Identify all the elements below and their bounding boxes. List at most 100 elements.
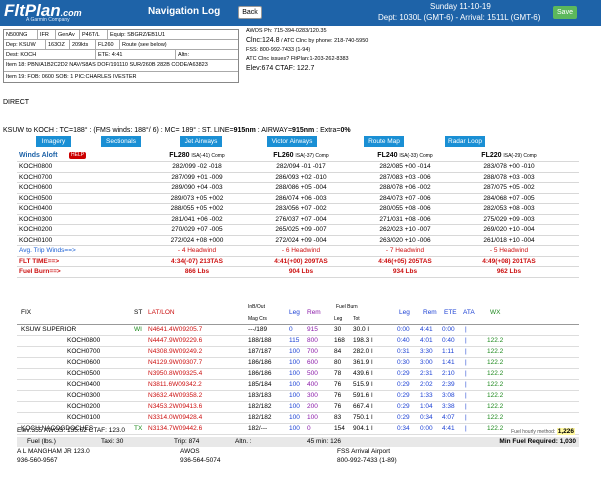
wind-value: 283/056 +07 -002 bbox=[275, 205, 327, 212]
log-cell-latlon: N3134.7W09442.6 bbox=[148, 425, 203, 432]
fix-name: KOCH0200 bbox=[67, 403, 101, 410]
log-cell-rem: 200 bbox=[307, 403, 318, 410]
destination-airport: Dest: KOCH bbox=[4, 50, 96, 59]
log-cell-ata: | bbox=[465, 403, 467, 410]
log-cell-tleg: 0:29 bbox=[397, 403, 410, 410]
route-summary: KSUW to KOCH : TC=188° : (FMS winds: 188… bbox=[3, 127, 351, 134]
altitude-header[interactable]: FL260 ISA(-37) Comp bbox=[273, 152, 329, 159]
wind-value: 284/073 +07 -006 bbox=[379, 194, 431, 202]
log-cell-trem: 4:01 bbox=[420, 337, 433, 344]
log-cell-tleg: 0:34 bbox=[397, 425, 410, 432]
taxi-fuel: Taxi: 30 bbox=[101, 438, 124, 445]
fss-phone: FSS: 800-992-7433 (1-94) bbox=[246, 47, 311, 53]
nav-log-row: KOCH0600 N4129.9W09307.7 186/186 100 600 80 36… bbox=[17, 358, 579, 369]
wind-value: 288/055 +05 +002 bbox=[170, 205, 224, 212]
log-cell-fleg: 76 bbox=[334, 392, 342, 399]
save-button[interactable]: Save bbox=[553, 6, 577, 19]
flight-type: GenAv bbox=[56, 30, 80, 39]
log-cell-trem: 2:31 bbox=[420, 370, 433, 377]
page-title: Navigation Log bbox=[148, 6, 221, 17]
log-cell-wx: 122.2 bbox=[487, 337, 504, 344]
arrival-elev-awos-ctaf: Elev:355 AWOS: 135.62 CTAF: 123.0 bbox=[17, 427, 126, 434]
fix-name: KOCH0600 bbox=[67, 359, 101, 366]
fix-name: KOCH0100 bbox=[67, 414, 101, 421]
log-cell-wx: 122.2 bbox=[487, 370, 504, 377]
forecast-time: KOCH0400 bbox=[19, 205, 53, 212]
log-cell-tleg: 0:29 bbox=[397, 414, 410, 421]
log-cell-latlon: N3811.6W09342.2 bbox=[148, 381, 202, 388]
atc-info: AWOS Ph: 715-394-0283/120.35 Clnc:124.8 … bbox=[246, 27, 426, 73]
log-cell-ata: | bbox=[465, 337, 467, 344]
log-cell-st: TX bbox=[134, 425, 143, 432]
ete: ETE: 4:41 bbox=[96, 50, 176, 59]
fuel-summary-bar: Fuel (lbs.) Taxi: 30 Trip: 874 Altn. : 4… bbox=[17, 437, 579, 447]
wind-value: 281/041 +06 -002 bbox=[171, 215, 223, 223]
log-cell-ftot: 361.9 l bbox=[353, 359, 373, 366]
log-cell-ftot: 750.1 l bbox=[353, 414, 373, 421]
victor-airways-button[interactable]: Victor Airways bbox=[267, 136, 317, 147]
fix-name: KOCH0500 bbox=[67, 370, 101, 377]
winds-aloft-title: Winds Aloft bbox=[19, 152, 58, 159]
log-cell-fleg: 168 bbox=[334, 337, 345, 344]
wind-value: 276/037 +07 -004 bbox=[275, 215, 327, 223]
log-cell-ftot: 198.3 l bbox=[353, 337, 373, 344]
log-cell-ata: | bbox=[465, 359, 467, 366]
log-cell-rem: 300 bbox=[307, 392, 318, 399]
log-cell-ete: 0:40 bbox=[442, 337, 455, 344]
arrival-info: Elev:355 AWOS: 135.62 CTAF: 123.0 Fuel h… bbox=[17, 427, 579, 437]
log-cell-trem: 0:00 bbox=[420, 425, 433, 432]
log-cell-tleg: 0:29 bbox=[397, 370, 410, 377]
log-cell-leg: 100 bbox=[289, 403, 300, 410]
log-cell-wx: 122.2 bbox=[487, 425, 504, 432]
log-cell-latlon: N3632.4W09358.2 bbox=[148, 392, 203, 399]
log-cell-rem: 800 bbox=[307, 337, 318, 344]
nav-log-row: KSUW SUPERIOR WI N4641.4W09205.7 ---/189 0 91… bbox=[17, 325, 579, 336]
log-cell-tleg: 0:30 bbox=[397, 359, 410, 366]
wind-value: 284/068 +07 -005 bbox=[483, 194, 535, 202]
log-cell-crs: 186/186 bbox=[248, 370, 272, 377]
fp-row-2: Dep: KSUW 163OZ 209kts FL260 Route (see … bbox=[4, 40, 238, 50]
wind-value: 271/031 +08 -006 bbox=[379, 215, 431, 223]
altitude-header[interactable]: FL280 ISA(-41) Comp bbox=[169, 152, 225, 159]
winds-row: KOCH0700 287/099 +01 -009 286/093 +02 -010… bbox=[17, 173, 579, 183]
nav-log-header: FIX ST LAT/LON InB/Out Mag Crs Leg Rem F… bbox=[17, 298, 579, 325]
nav-log-row: KOCH0800 N4447.9W09229.6 188/188 115 800 168 1… bbox=[17, 336, 579, 347]
route-text: DIRECT bbox=[3, 99, 30, 106]
aircraft-type: P46T/L bbox=[80, 30, 108, 39]
log-cell-crs: 186/186 bbox=[248, 359, 272, 366]
equipment: Equip: SBGRZ/EB1U1 bbox=[110, 32, 166, 38]
fix-name: KSUW SUPERIOR bbox=[21, 326, 77, 333]
nav-log-row: KOCH0200 N3453.2W09413.6 182/182 100 200 76 66… bbox=[17, 402, 579, 413]
winds-row: KOCH0300 281/041 +06 -002 276/037 +07 -004… bbox=[17, 215, 579, 225]
top-bar: FltPlan.com A Garmin Company Navigation … bbox=[0, 0, 601, 26]
jet-airways-button[interactable]: Jet Airways bbox=[180, 136, 222, 147]
log-cell-ata: | bbox=[465, 370, 467, 377]
log-cell-ete: 3:08 bbox=[442, 392, 455, 399]
wind-value: 263/020 +10 -006 bbox=[379, 236, 431, 244]
radar-loop-button[interactable]: Radar Loop bbox=[445, 136, 485, 147]
sectionals-button[interactable]: Sectionals bbox=[101, 136, 141, 147]
log-cell-crs: 182/182 bbox=[248, 403, 272, 410]
help-button[interactable]: HELP bbox=[69, 152, 87, 159]
log-cell-ftot: 667.4 l bbox=[353, 403, 373, 410]
route-map-button[interactable]: Route Map bbox=[364, 136, 404, 147]
altitude-header[interactable]: FL220 ISA(-29) Comp bbox=[481, 152, 537, 159]
altitude-header[interactable]: FL240 ISA(-33) Comp bbox=[377, 152, 433, 159]
log-cell-st: WI bbox=[134, 326, 142, 333]
wind-value: 269/020 +10 -004 bbox=[483, 226, 535, 233]
log-cell-wx: 122.2 bbox=[487, 381, 504, 388]
forecast-time: KOCH0700 bbox=[19, 173, 53, 181]
log-cell-fleg: 76 bbox=[334, 403, 342, 410]
log-cell-crs: 187/187 bbox=[248, 348, 272, 355]
log-cell-ftot: 515.9 l bbox=[353, 381, 373, 388]
imagery-button[interactable]: Imagery bbox=[36, 136, 71, 147]
log-cell-wx: 122.2 bbox=[487, 348, 504, 355]
back-button[interactable]: Back bbox=[238, 6, 262, 19]
log-cell-ata: | bbox=[465, 381, 467, 388]
departure-airport: Dep: KSUW bbox=[4, 40, 46, 49]
log-cell-leg: 100 bbox=[289, 425, 300, 432]
fuel-hourly-method: Fuel hourly method: 1,226 bbox=[511, 428, 575, 435]
log-cell-crs: 182/182 bbox=[248, 414, 272, 421]
log-cell-ftot: 439.6 l bbox=[353, 370, 373, 377]
log-cell-trem: 2:02 bbox=[420, 381, 433, 388]
